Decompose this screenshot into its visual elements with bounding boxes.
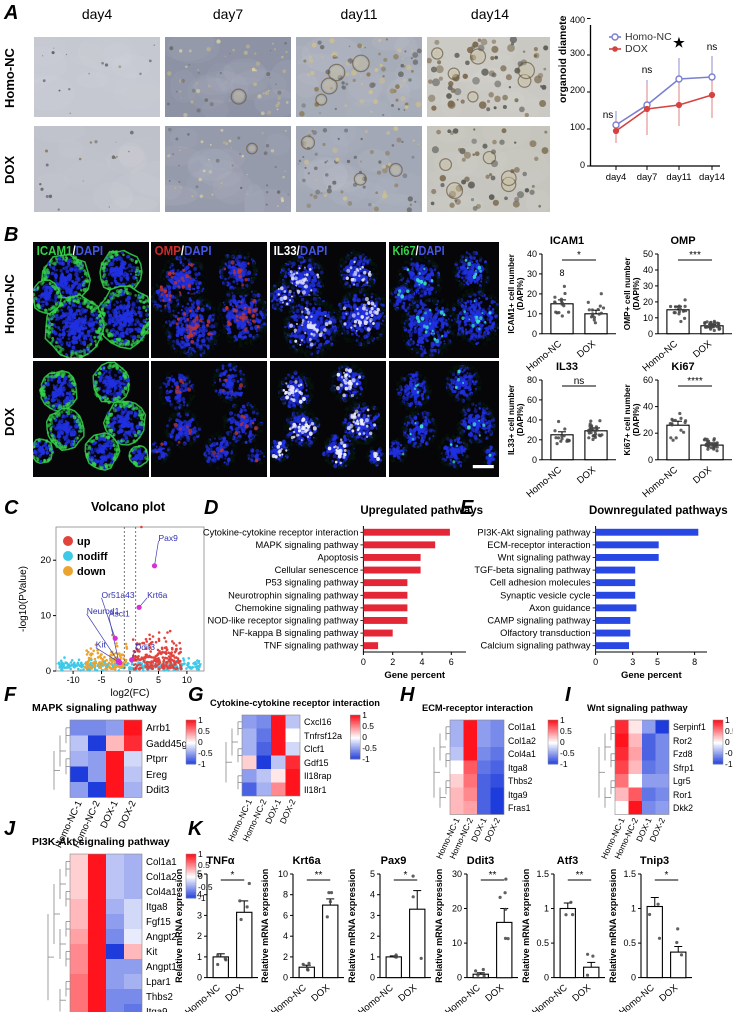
svg-text:organoid diameter (μm): organoid diameter (μm) (557, 15, 569, 103)
svg-text:300: 300 (570, 48, 585, 58)
svg-text:day14: day14 (699, 172, 725, 183)
svg-text:★: ★ (673, 35, 685, 50)
svg-text:day11: day11 (666, 172, 691, 183)
svg-text:ns: ns (707, 42, 718, 53)
svg-text:ns: ns (642, 65, 653, 76)
svg-text:OMP/DAPI: OMP/DAPI (155, 244, 212, 259)
svg-text:Homo-NC: Homo-NC (625, 31, 672, 43)
svg-text:100: 100 (570, 122, 585, 132)
svg-text:0: 0 (580, 160, 585, 170)
svg-text:ns: ns (603, 110, 614, 121)
svg-text:ICAM1/DAPI: ICAM1/DAPI (37, 244, 103, 259)
svg-text:day4: day4 (606, 172, 627, 183)
svg-text:DOX: DOX (625, 43, 648, 55)
svg-text:day7: day7 (637, 172, 658, 183)
svg-text:200: 200 (570, 85, 585, 95)
svg-text:400: 400 (570, 15, 585, 25)
